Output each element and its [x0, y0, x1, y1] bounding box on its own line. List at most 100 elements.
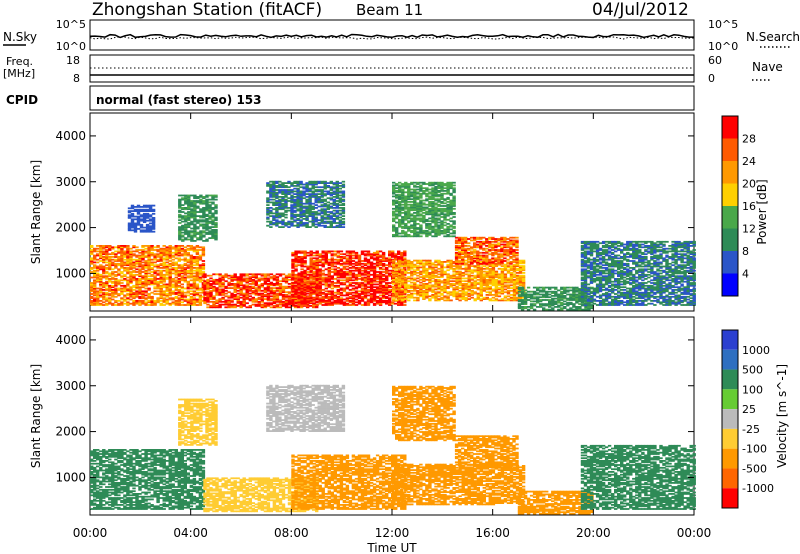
heatmap-cell	[324, 278, 328, 280]
heatmap-cell	[395, 295, 399, 298]
heatmap-cell	[500, 287, 505, 289]
heatmap-cell	[102, 275, 106, 278]
heatmap-cell	[278, 273, 283, 276]
heatmap-cell	[410, 267, 414, 270]
heatmap-cell	[198, 294, 203, 297]
heatmap-cell	[309, 282, 313, 284]
heatmap-cell	[189, 258, 194, 261]
heatmap-cell	[452, 265, 456, 267]
cpid-panel	[89, 85, 695, 111]
heatmap-cell	[318, 286, 322, 289]
heatmap-cell	[287, 276, 292, 278]
heatmap-cell	[269, 295, 274, 298]
heatmap-cell	[90, 245, 94, 247]
heatmap-cell	[251, 300, 255, 303]
heatmap-cell	[452, 274, 456, 277]
heatmap-cell	[177, 280, 181, 283]
heatmap-cell	[348, 283, 353, 286]
heatmap-cell	[485, 287, 489, 289]
heatmap-cell	[174, 257, 178, 260]
heatmap-cell	[518, 262, 523, 265]
heatmap-cell	[351, 298, 356, 301]
heatmap-cell	[482, 270, 486, 273]
heatmap-cell	[557, 308, 561, 311]
heatmap-cell	[306, 301, 310, 304]
heatmap-cell	[532, 296, 537, 299]
heatmap-cell	[117, 300, 121, 302]
heatmap-cell	[291, 304, 295, 306]
heatmap-cell	[174, 283, 178, 286]
heatmap-cell	[132, 304, 136, 306]
heatmap-cell	[467, 289, 471, 292]
heatmap-cell	[281, 296, 286, 299]
heatmap-cell	[425, 262, 429, 265]
heatmap-cell	[500, 278, 505, 281]
heatmap-cell	[138, 265, 142, 268]
heatmap-cell	[321, 276, 325, 279]
heatmap-cell	[162, 275, 166, 278]
heatmap-cell	[242, 305, 246, 307]
heatmap-cell	[138, 280, 142, 283]
heatmap-cell	[111, 291, 115, 294]
heatmap-cell	[303, 290, 307, 293]
heatmap-cell	[138, 300, 142, 302]
heatmap-cell	[312, 275, 316, 278]
heatmap-cell	[416, 280, 420, 283]
heatmap-cell	[294, 254, 298, 257]
heatmap-cell	[300, 300, 304, 302]
heatmap-cell	[354, 304, 359, 306]
heatmap-cell	[177, 298, 181, 301]
heatmap-cell	[392, 262, 396, 265]
heatmap-cell	[108, 260, 112, 262]
heatmap-cell	[428, 289, 432, 292]
heatmap-cell	[366, 273, 371, 276]
heatmap-cell	[413, 277, 417, 280]
heatmap-cell	[348, 282, 353, 284]
heatmap-cell	[209, 292, 213, 295]
heatmap-cell	[372, 293, 377, 295]
heatmap-cell	[336, 279, 340, 282]
heatmap-cell	[159, 295, 163, 298]
heatmap-cell	[348, 289, 353, 291]
heatmap-cell	[422, 296, 426, 299]
heatmap-cell	[351, 302, 356, 305]
heatmap-cell	[506, 258, 510, 261]
heatmap-cell	[363, 250, 368, 253]
heatmap-cell	[327, 291, 331, 294]
heatmap-cell	[446, 287, 450, 289]
heatmap-cell	[147, 265, 151, 268]
heatmap-cell	[135, 286, 139, 289]
heatmap-cell	[437, 270, 441, 273]
heatmap-cell	[312, 265, 316, 268]
heatmap-cell	[520, 306, 525, 308]
heatmap-cell	[108, 256, 112, 258]
heatmap-cell	[192, 297, 197, 300]
heatmap-cell	[221, 294, 225, 296]
heatmap-cell	[327, 250, 331, 253]
heatmap-cell	[372, 254, 377, 257]
heatmap-cell	[236, 296, 240, 299]
heatmap-cell	[586, 302, 591, 305]
heatmap-cell	[473, 299, 477, 302]
heatmap-cell	[156, 256, 160, 258]
heatmap-cell	[348, 251, 353, 254]
heatmap-cell	[162, 245, 166, 247]
heatmap-cell	[294, 260, 298, 262]
heatmap-cell	[126, 261, 130, 264]
heatmap-cell	[135, 282, 139, 284]
heatmap-cell	[294, 276, 298, 279]
heatmap-cell	[318, 272, 322, 275]
heatmap-cell	[141, 258, 145, 261]
heatmap-cell	[117, 282, 121, 284]
heatmap-cell	[401, 277, 405, 280]
heatmap-cell	[266, 294, 271, 296]
heatmap-cell	[395, 266, 399, 269]
heatmap-cell	[586, 250, 591, 253]
heatmap-cell	[348, 279, 353, 282]
heatmap-cell	[192, 298, 197, 301]
heatmap-cell	[388, 273, 392, 276]
heatmap-cell	[333, 297, 337, 300]
heatmap-cell	[333, 268, 337, 271]
heatmap-cell	[90, 287, 94, 290]
heatmap-cell	[604, 287, 609, 290]
